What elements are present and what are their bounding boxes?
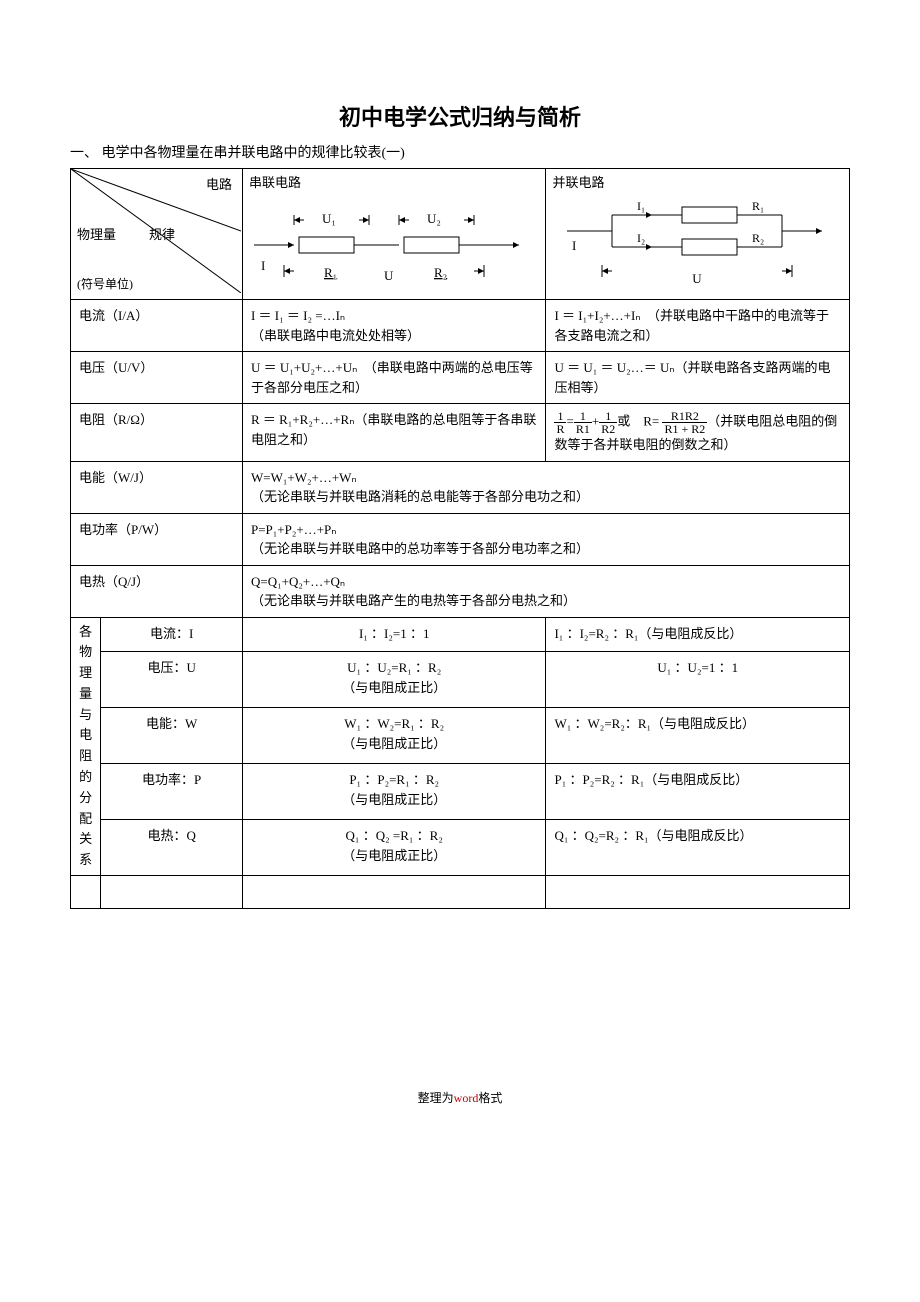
ratio-U-label: 电压：U [101,652,243,708]
page-footer: 整理为word格式 [70,1089,850,1106]
svg-text:I₁: I₁ [637,199,645,213]
empty-cell-3 [242,876,546,909]
ratio-P-label: 电功率：P [101,764,243,820]
comparison-table: 电路 物理量 规律 (符号单位) 串联电路 U₁ U₂ I [70,168,850,909]
row-current-label: 电流（I/A） [71,300,243,352]
ratio-Q-label: 电热：Q [101,820,243,876]
ratio-section-label: 各物理量与电阻的分配关系 [71,617,101,876]
ratio-U-parallel: U₁ ：U₂=1 ：1 [546,652,850,708]
row-current-series: I ＝ I₁ ＝ I₂ =…Iₙ （串联电路中电流处处相等） [242,300,546,352]
svg-text:U₁: U₁ [322,211,336,226]
series-circuit-diagram: U₁ U₂ I R₁ U R₂ [249,195,529,290]
parallel-circuit-cell: 并联电路 I₁ R₁ I₂ R₂ I [546,169,850,300]
header-qty-label: 物理量 [77,225,116,245]
series-circuit-cell: 串联电路 U₁ U₂ I R₁ U [242,169,546,300]
parallel-header-label: 并联电路 [552,173,843,193]
svg-text:U: U [384,268,394,283]
svg-text:R₂: R₂ [752,231,764,245]
ratio-P-series: P₁ ：P₂=R₁ ：R₂ （与电阻成正比） [242,764,546,820]
ratio-W-series: W₁ ：W₂=R₁ ：R₂ （与电阻成正比） [242,708,546,764]
row-resistance-label: 电阻（R/Ω） [71,404,243,462]
header-circuit-label: 电路 [206,175,232,195]
page-title: 初中电学公式归纳与简析 [70,100,850,132]
row-heat-merged: Q=Q₁+Q₂+…+Qₙ （无论串联与并联电路产生的电热等于各部分电热之和） [242,565,849,617]
row-voltage-series: U ＝ U₁+U₂+…+Uₙ （串联电路中两端的总电压等于各部分电压之和） [242,352,546,404]
ratio-U-series: U₁ ：U₂=R₁ ：R₂ （与电阻成正比） [242,652,546,708]
row-power-merged: P=P₁+P₂+…+Pₙ （无论串联与并联电路中的总功率等于各部分电功率之和） [242,513,849,565]
ratio-W-parallel: W₁ ：W₂=R₂：R₁（与电阻成反比） [546,708,850,764]
parallel-circuit-diagram: I₁ R₁ I₂ R₂ I U [552,195,832,290]
footer-suffix: 格式 [478,1091,502,1105]
ratio-W-label: 电能：W [101,708,243,764]
header-rule-label: 规律 [149,225,175,245]
ratio-P-parallel: P₁ ：P₂=R₂ ：R₁（与电阻成反比） [546,764,850,820]
row-power-label: 电功率（P/W） [71,513,243,565]
ratio-I-label: 电流：I [101,617,243,652]
section-heading: 一、 电学中各物理量在串并联电路中的规律比较表(一) [70,142,850,162]
svg-text:I: I [261,258,265,273]
row-heat-label: 电热（Q/J） [71,565,243,617]
svg-text:U: U [693,271,703,286]
svg-text:R₁: R₁ [752,199,764,213]
series-header-label: 串联电路 [249,173,540,193]
ratio-Q-parallel: Q₁ ：Q₂=R₂ ：R₁（与电阻成反比） [546,820,850,876]
row-voltage-label: 电压（U/V） [71,352,243,404]
header-unit-label: (符号单位) [77,275,133,293]
empty-cell-1 [71,876,101,909]
row-voltage-parallel: U ＝ U₁ ＝ U₂…＝ Uₙ（并联电路各支路两端的电压相等） [546,352,850,404]
svg-text:R₂: R₂ [434,265,447,280]
empty-cell-4 [546,876,850,909]
row-energy-merged: W=W₁+W₂+…+Wₙ （无论串联与并联电路消耗的总电能等于各部分电功之和） [242,461,849,513]
row-resistance-series: R ＝ R₁+R₂+…+Rₙ（串联电路的总电阻等于各串联电阻之和） [242,404,546,462]
footer-prefix: 整理为 [418,1091,454,1105]
footer-word: word [454,1091,479,1105]
svg-text:U₂: U₂ [427,211,441,226]
svg-text:I₂: I₂ [637,231,645,245]
ratio-I-parallel: I₁ ：I₂=R₂ ：R₁（与电阻成反比） [546,617,850,652]
row-current-parallel: I ＝ I₁+I₂+…+Iₙ （并联电路中干路中的电流等于各支路电流之和） [546,300,850,352]
svg-text:R₁: R₁ [324,265,337,280]
svg-text:I: I [572,238,576,253]
empty-cell-2 [101,876,243,909]
diagonal-header-cell: 电路 物理量 规律 (符号单位) [71,169,243,300]
row-energy-label: 电能（W/J） [71,461,243,513]
row-resistance-parallel: 1R=1R1+1R2或 R= R1R2R1 + R2（并联电阻总电阻的倒数等于各… [546,404,850,462]
ratio-Q-series: Q₁ ：Q₂ =R₁ ：R₂ （与电阻成正比） [242,820,546,876]
ratio-I-series: I₁ ：I₂=1 ：1 [242,617,546,652]
